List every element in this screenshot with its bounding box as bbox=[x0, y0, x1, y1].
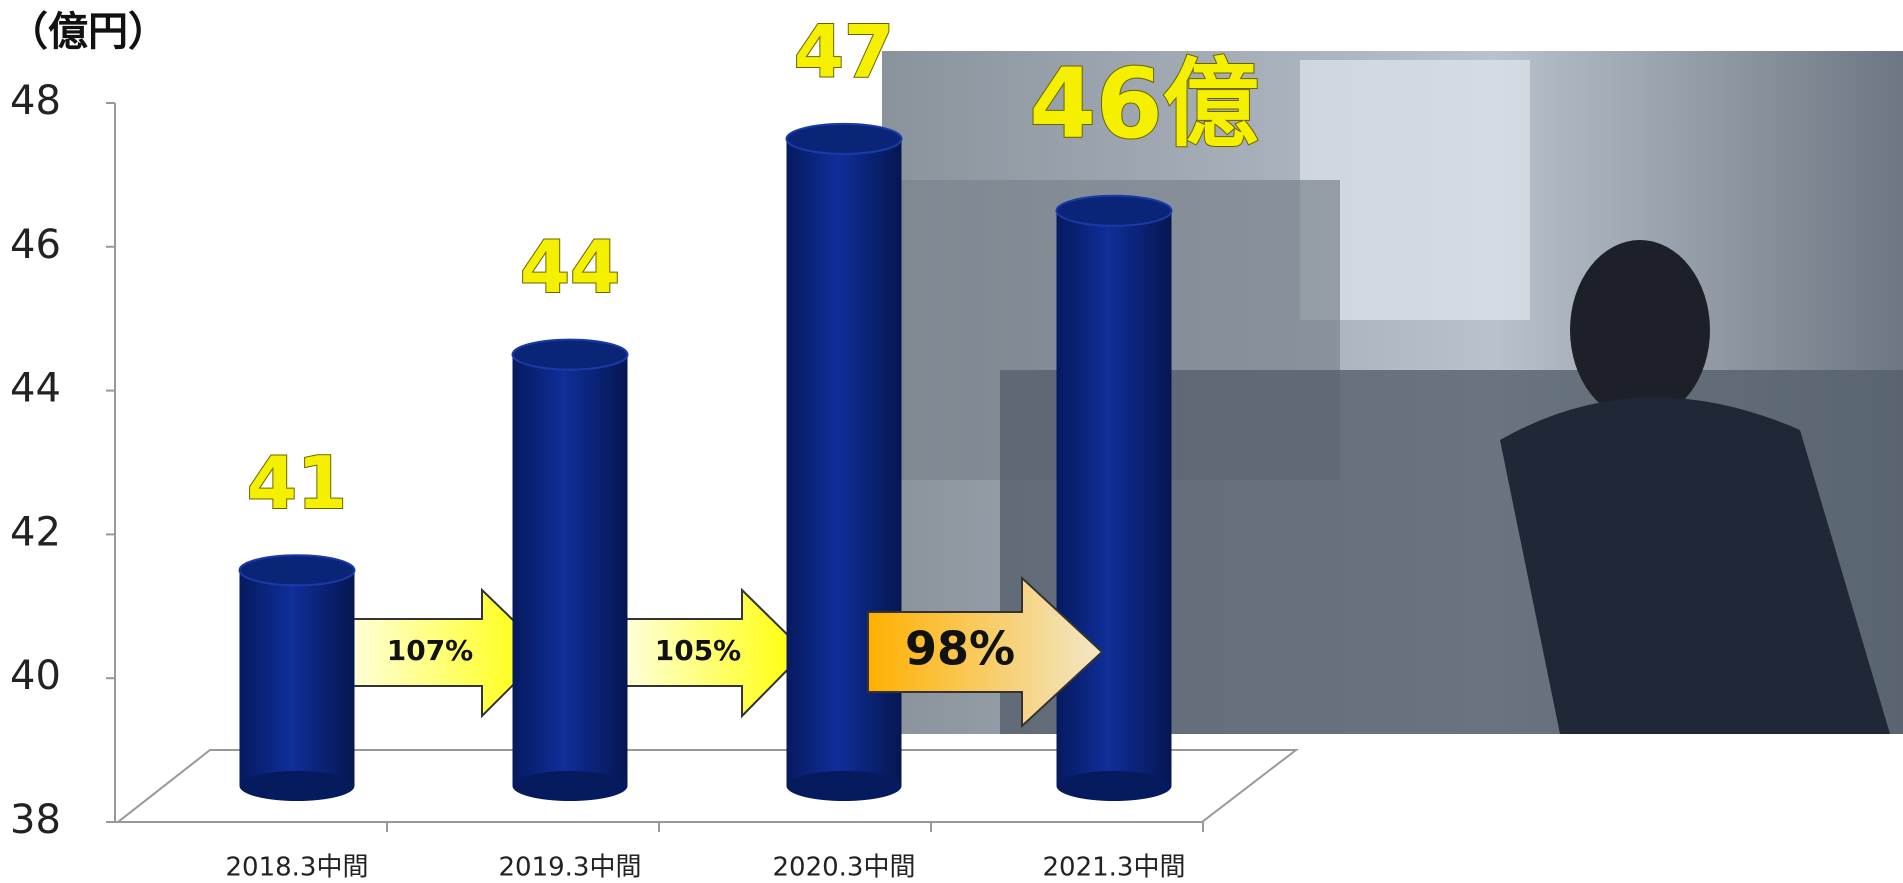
value-label: 47 bbox=[794, 9, 894, 93]
bar bbox=[1055, 194, 1173, 801]
arrow-shape bbox=[867, 575, 1104, 729]
x-tick-label: 2020.3中間 bbox=[773, 853, 916, 883]
bar-bottom bbox=[512, 771, 628, 801]
growth-arrow: 107% bbox=[347, 587, 548, 719]
y-axis-label: （億円） bbox=[8, 9, 168, 55]
growth-arrow: 105% bbox=[620, 587, 807, 719]
bar-top bbox=[1055, 194, 1173, 227]
value-label: 41 bbox=[247, 441, 347, 525]
growth-label: 98% bbox=[905, 622, 1015, 676]
y-tick-label: 42 bbox=[10, 509, 61, 555]
bar bbox=[785, 122, 903, 801]
bar-bottom bbox=[239, 771, 355, 801]
x-tick-label: 2018.3中間 bbox=[226, 853, 369, 883]
x-tick-label: 2019.3中間 bbox=[499, 853, 642, 883]
bar-top bbox=[785, 122, 903, 155]
bar-body bbox=[512, 354, 628, 786]
growth-label: 105% bbox=[655, 634, 742, 667]
bar bbox=[511, 338, 629, 801]
y-tick-label: 38 bbox=[10, 797, 61, 843]
bar bbox=[238, 554, 356, 801]
x-tick-label: 2021.3中間 bbox=[1043, 853, 1186, 883]
y-tick-label: 40 bbox=[10, 653, 61, 699]
growth-arrow: 98% bbox=[867, 575, 1104, 729]
bar-top bbox=[511, 338, 629, 371]
value-label: 44 bbox=[520, 225, 620, 309]
bar-body bbox=[239, 570, 355, 786]
bar-bottom bbox=[786, 771, 902, 801]
y-tick-label: 46 bbox=[10, 222, 61, 268]
bar-top bbox=[238, 554, 356, 587]
value-label: 46億 bbox=[1029, 48, 1259, 160]
y-tick-label: 48 bbox=[10, 78, 61, 124]
growth-label: 107% bbox=[387, 634, 474, 667]
bar-bottom bbox=[1056, 771, 1172, 801]
y-tick-label: 44 bbox=[10, 366, 61, 412]
bar-body bbox=[1056, 210, 1172, 787]
